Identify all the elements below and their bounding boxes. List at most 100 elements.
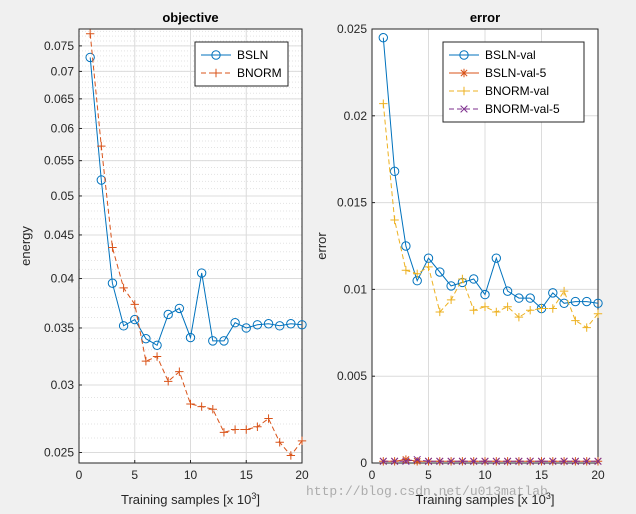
chart-title: error: [470, 10, 500, 25]
y-tick-label: 0.035: [44, 321, 74, 335]
legend-label: BNORM-val-5: [485, 102, 560, 116]
data-point-bsln-val: [502, 286, 513, 296]
legend-swatch-marker: [460, 105, 468, 113]
data-point-bnorm: [275, 438, 284, 447]
x-axis-label-superscript: 3: [546, 491, 551, 501]
data-point-bnorm-val: [424, 262, 433, 272]
error-subplot: 0 5 10 15 20 0 0.005 0.01 0.015 0.02 0.025 error Tra…: [314, 10, 605, 507]
y-tick-label: 0.055: [44, 154, 74, 168]
legend-item-bnorm-val: BNORM-val: [449, 84, 549, 98]
data-point-bnorm-val-5: [447, 457, 455, 465]
data-point-bsln: [152, 340, 162, 350]
data-point-bnorm-val: [413, 269, 422, 278]
data-point-bsln-val: [480, 289, 490, 300]
data-point-bnorm-val-5: [424, 457, 433, 465]
data-point-bnorm-val-5: [379, 457, 388, 465]
data-point-bnorm-val: [480, 302, 490, 311]
data-point-bnorm-val-5: [571, 457, 580, 465]
x-tick-label: 10: [184, 468, 198, 482]
x-axis-label-main: Training samples [x 10: [121, 492, 251, 507]
data-point-bnorm: [175, 367, 184, 376]
data-point-bnorm-val: [469, 306, 478, 315]
legend-label: BSLN-val: [485, 48, 536, 62]
data-point-bsln: [286, 319, 296, 329]
y-tick-label: 0.07: [51, 64, 75, 78]
data-point-bnorm-val: [458, 274, 467, 284]
y-tick-label: 0.01: [344, 282, 368, 296]
data-point-bnorm-val: [492, 307, 501, 317]
data-point-bnorm-val: [446, 295, 456, 305]
data-point-bnorm: [253, 422, 262, 431]
x-tick-label: 15: [535, 468, 549, 482]
data-point-bsln: [107, 278, 118, 288]
data-point-bnorm-val-5: [594, 457, 602, 465]
data-point-bsln-val-5: [401, 455, 411, 464]
data-point-bnorm: [219, 428, 229, 437]
series-bnorm-val-5: [379, 455, 602, 465]
data-point-bnorm-val-5: [458, 457, 467, 465]
data-point-bnorm: [242, 425, 251, 434]
data-point-bsln: [252, 320, 263, 330]
x-axis-label: Training samples [x 103]: [416, 491, 555, 507]
legend-label: BNORM-val: [485, 84, 549, 98]
data-point-bnorm-val: [390, 215, 399, 225]
data-point-bnorm: [297, 436, 307, 446]
data-point-bnorm: [108, 243, 117, 252]
series-bsln: [85, 52, 307, 350]
data-point-bnorm: [130, 300, 139, 309]
series-bnorm: [85, 29, 307, 460]
x-tick-label: 20: [591, 468, 605, 482]
y-tick-label: 0.03: [51, 378, 75, 392]
data-point-bnorm: [164, 377, 173, 386]
legend-item-bsln: BSLN: [201, 48, 268, 62]
data-point-bnorm: [286, 451, 296, 460]
data-point-bnorm-val: [514, 312, 524, 322]
x-tick-label: 5: [131, 468, 138, 482]
x-tick-label: 0: [369, 468, 376, 482]
legend-swatch-marker: [459, 86, 469, 96]
data-point-bnorm-val-5: [469, 457, 478, 465]
data-point-bnorm: [97, 141, 106, 151]
x-tick-label: 5: [425, 468, 432, 482]
series-line-bsln: [89, 57, 303, 347]
data-point-bnorm: [152, 352, 162, 361]
data-point-bsln: [241, 323, 251, 333]
data-point-bnorm: [141, 356, 151, 366]
legend-swatch-marker: [459, 68, 469, 78]
data-point-bsln-val: [423, 253, 434, 263]
data-point-bsln-val: [525, 293, 535, 303]
data-point-bsln: [208, 336, 218, 346]
y-tick-label: 0.05: [51, 189, 75, 203]
legend-label: BSLN: [237, 48, 268, 62]
chart-title: objective: [162, 10, 218, 25]
data-point-bsln: [230, 318, 240, 328]
data-point-bnorm-val-5: [515, 457, 523, 465]
data-point-bnorm-val-5: [537, 457, 546, 465]
watermark-text: http://blog.csdn.net/u013matlab: [306, 484, 548, 499]
data-point-bsln: [263, 319, 274, 329]
data-point-bsln: [297, 320, 307, 330]
series-line-bnorm: [89, 33, 303, 457]
data-point-bsln: [85, 52, 95, 63]
data-point-bsln-val: [514, 293, 524, 303]
data-point-bsln: [141, 333, 151, 344]
data-point-bnorm-val: [379, 99, 388, 108]
data-point-bnorm-val: [593, 309, 603, 318]
data-point-bsln-val: [435, 267, 445, 277]
data-point-bnorm-val-5: [503, 457, 512, 465]
data-point-bnorm-val-5: [413, 455, 421, 464]
y-axis-label: error: [314, 232, 329, 260]
y-tick-label: 0.025: [44, 445, 74, 459]
legend-item-bnorm: BNORM: [201, 66, 282, 80]
y-tick-label: 0.025: [337, 22, 367, 36]
x-axis-label-end: ]: [256, 492, 260, 507]
x-tick-label: 0: [76, 468, 83, 482]
data-point-bnorm-val: [548, 304, 557, 313]
data-point-bnorm-val: [503, 302, 512, 311]
data-point-bsln-val: [401, 241, 411, 251]
x-axis-label-end: ]: [551, 492, 555, 507]
y-tick-label: 0.02: [344, 109, 368, 123]
data-point-bsln: [130, 314, 140, 325]
legend-label: BSLN-val-5: [485, 66, 547, 80]
